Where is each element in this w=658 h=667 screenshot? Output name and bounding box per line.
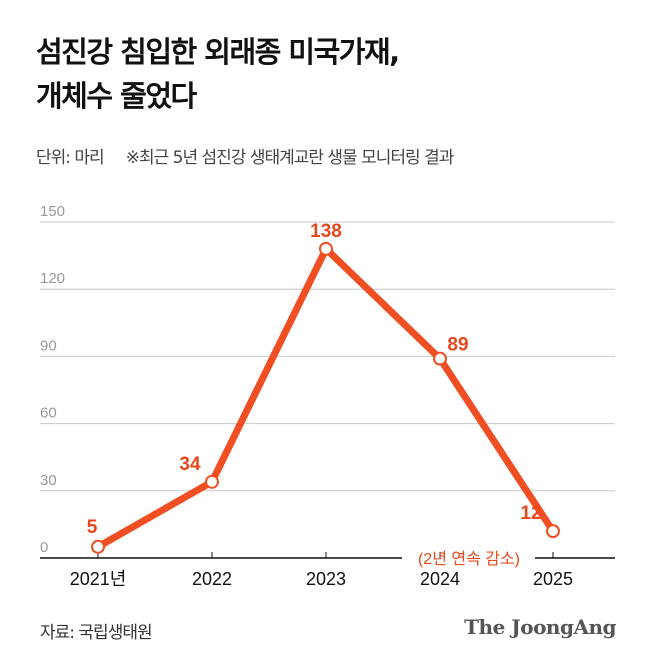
page-title: 섬진강 침입한 외래종 미국가재, 개체수 줄었다: [36, 30, 400, 118]
note-label: ※최근 5년 섬진강 생태계교란 생물 모니터링 결과: [125, 148, 455, 168]
x-tick-label: 2023: [306, 569, 346, 589]
x-tick-label: 2025: [533, 569, 573, 589]
data-label: 89: [447, 335, 468, 356]
publisher-logo: The JoongAng: [464, 615, 616, 639]
data-point: [546, 524, 560, 539]
series-line: [94, 245, 557, 551]
data-point: [433, 351, 447, 366]
subtitle: 단위: 마리 ※최근 5년 섬진강 생태계교란 생물 모니터링 결과: [36, 143, 475, 168]
data-point: [319, 241, 333, 256]
y-tick-label: 60: [40, 405, 57, 422]
data-label: 5: [87, 517, 98, 538]
x-tick-label: 2021년: [70, 569, 127, 589]
data-label: 12: [520, 503, 541, 524]
y-tick-label: 120: [40, 270, 65, 287]
y-tick-label: 0: [40, 539, 48, 556]
data-label: 34: [179, 454, 201, 475]
data-point: [205, 474, 219, 489]
x-tick-label: 2024: [420, 569, 460, 589]
y-tick-label: 90: [40, 337, 57, 354]
annotation-label: (2년 연속 감소): [418, 550, 520, 568]
data-label: 138: [310, 221, 342, 242]
x-tick-label: 2022: [192, 569, 232, 589]
y-tick-label: 150: [40, 203, 65, 220]
y-tick-label: 30: [40, 472, 57, 489]
source-label: 자료: 국립생태원: [40, 623, 153, 643]
unit-label: 단위: 마리: [36, 148, 105, 168]
title-line: 개체수 줄었다: [36, 79, 197, 113]
data-point: [91, 539, 105, 554]
title-line: 섬진강 침입한 외래종 미국가재,: [36, 35, 400, 69]
